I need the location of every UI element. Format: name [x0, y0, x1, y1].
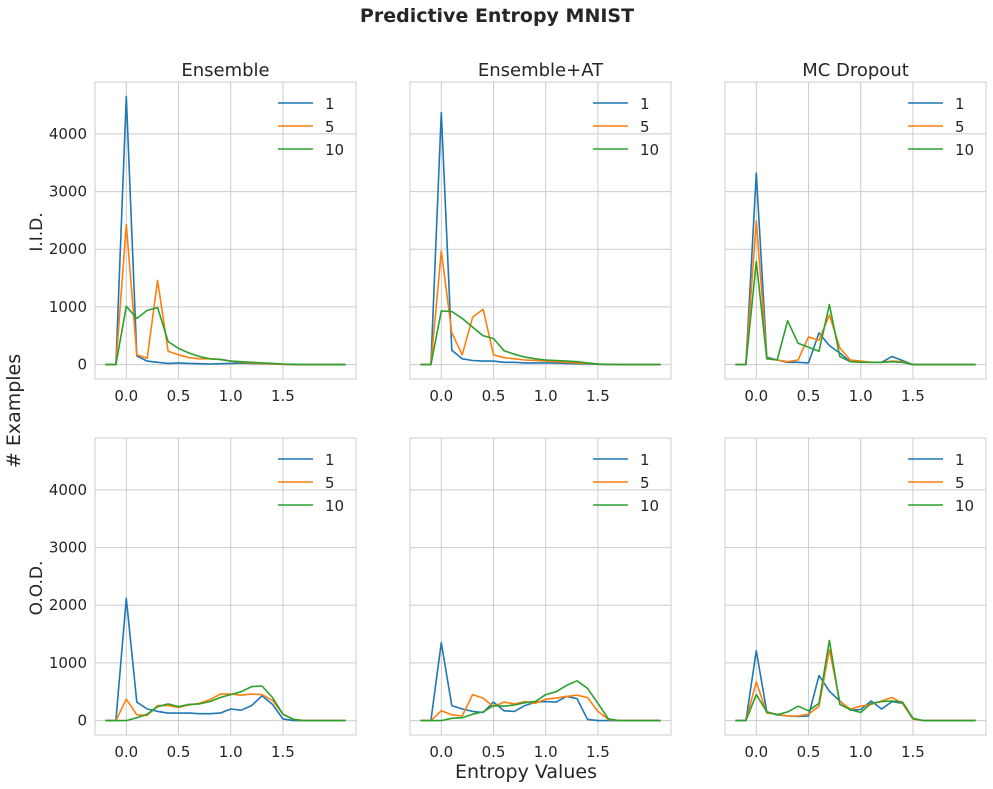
row-label-ood: O.O.D. [27, 561, 47, 616]
x-tick-label: 0.5 [797, 387, 821, 405]
x-tick-label: 1.5 [586, 743, 610, 761]
shared-x-label: Entropy Values [455, 761, 597, 783]
legend-label-5: 5 [325, 474, 335, 492]
figure-title: Predictive Entropy MNIST [360, 5, 634, 27]
shared-y-label: # Examples [3, 354, 25, 468]
x-tick-label: 0.0 [429, 743, 453, 761]
row-label-iid: I.I.D. [27, 212, 47, 251]
y-tick-label: 0 [77, 712, 87, 730]
panels: 0.0 0.5 1.0 1.5 0 1000 2000 3000 4000 Ensemble 1 5 1… [49, 60, 987, 761]
series-line-1 [735, 172, 976, 366]
legend-label-1: 1 [955, 451, 965, 469]
y-tick-label: 0 [77, 356, 87, 374]
x-tick-label: 1.5 [586, 387, 610, 405]
y-tick-label: 3000 [49, 539, 87, 557]
legend-label-1: 1 [325, 451, 335, 469]
x-tick-label: 1.0 [219, 743, 243, 761]
y-tick-label: 1000 [49, 298, 87, 316]
y-tick-label: 4000 [49, 481, 87, 499]
legend-label-10: 10 [955, 497, 974, 515]
x-tick-label: 0.0 [114, 387, 138, 405]
panel-mc-dropout-iid: 0.0 0.5 1.0 1.5 MC Dropout 1 5 10 [724, 60, 987, 405]
series-line-10 [105, 685, 346, 722]
legend-label-10: 10 [325, 141, 344, 159]
panel-ensemble-at-iid: 0.0 0.5 1.0 1.5 Ensemble+AT 1 5 10 [409, 60, 672, 405]
x-tick-label: 0.5 [797, 743, 821, 761]
y-tick-label: 1000 [49, 654, 87, 672]
series-line-1 [105, 597, 346, 722]
x-tick-label: 0.0 [429, 387, 453, 405]
series-line-10 [420, 679, 661, 722]
legend-label-10: 10 [640, 141, 659, 159]
x-tick-label: 0.0 [744, 743, 768, 761]
series-line-1 [420, 111, 661, 366]
x-tick-label: 1.0 [849, 743, 873, 761]
legend-label-1: 1 [640, 95, 650, 113]
series-line-10 [735, 639, 976, 722]
legend-label-5: 5 [640, 118, 650, 136]
y-tick-label: 4000 [49, 125, 87, 143]
y-tick-label: 2000 [49, 240, 87, 258]
series-line-10 [105, 305, 346, 366]
legend-label-5: 5 [325, 118, 335, 136]
plot-frame [94, 81, 357, 380]
x-tick-label: 1.5 [271, 387, 295, 405]
panel-ensemble-iid: 0.0 0.5 1.0 1.5 0 1000 2000 3000 4000 Ensemble 1 5 1… [49, 60, 357, 405]
x-tick-label: 1.5 [901, 387, 925, 405]
legend-label-5: 5 [955, 118, 965, 136]
y-tick-label: 2000 [49, 596, 87, 614]
x-tick-label: 0.0 [744, 387, 768, 405]
x-tick-label: 1.5 [901, 743, 925, 761]
x-tick-label: 1.0 [219, 387, 243, 405]
panel-ensemble-at-ood: 0.0 0.5 1.0 1.5 1 5 10 [409, 437, 672, 761]
series-line-1 [420, 641, 661, 722]
x-tick-label: 0.5 [482, 387, 506, 405]
series-line-5 [105, 223, 346, 366]
plot-frame [724, 437, 987, 736]
legend-label-1: 1 [640, 451, 650, 469]
x-tick-label: 1.5 [271, 743, 295, 761]
subplot-title-mc-dropout: MC Dropout [802, 60, 909, 81]
legend-label-10: 10 [955, 141, 974, 159]
plot-frame [409, 437, 672, 736]
x-tick-label: 1.0 [849, 387, 873, 405]
plot-frame [724, 81, 987, 380]
panel-mc-dropout-ood: 0.0 0.5 1.0 1.5 1 5 10 [724, 437, 987, 761]
series-line-10 [735, 260, 976, 366]
y-tick-label: 3000 [49, 183, 87, 201]
series-line-5 [420, 250, 661, 366]
x-tick-label: 0.0 [114, 743, 138, 761]
series-line-5 [735, 220, 976, 366]
x-tick-label: 0.5 [167, 743, 191, 761]
plot-frame [409, 81, 672, 380]
x-tick-label: 1.0 [534, 387, 558, 405]
legend-label-1: 1 [325, 95, 335, 113]
x-tick-label: 1.0 [534, 743, 558, 761]
legend-label-5: 5 [955, 474, 965, 492]
legend-label-10: 10 [325, 497, 344, 515]
series-line-10 [420, 310, 661, 366]
legend-label-5: 5 [640, 474, 650, 492]
x-tick-label: 0.5 [482, 743, 506, 761]
legend-label-1: 1 [955, 95, 965, 113]
subplot-title-ensemble: Ensemble [181, 60, 269, 81]
series-line-1 [735, 649, 976, 722]
legend-label-10: 10 [640, 497, 659, 515]
x-tick-label: 0.5 [167, 387, 191, 405]
series-line-1 [105, 95, 346, 366]
plot-frame [94, 437, 357, 736]
subplot-title-ensemble-at: Ensemble+AT [478, 60, 604, 81]
panel-ensemble-ood: 0.0 0.5 1.0 1.5 0 1000 2000 3000 4000 1 5 10 [49, 437, 357, 761]
